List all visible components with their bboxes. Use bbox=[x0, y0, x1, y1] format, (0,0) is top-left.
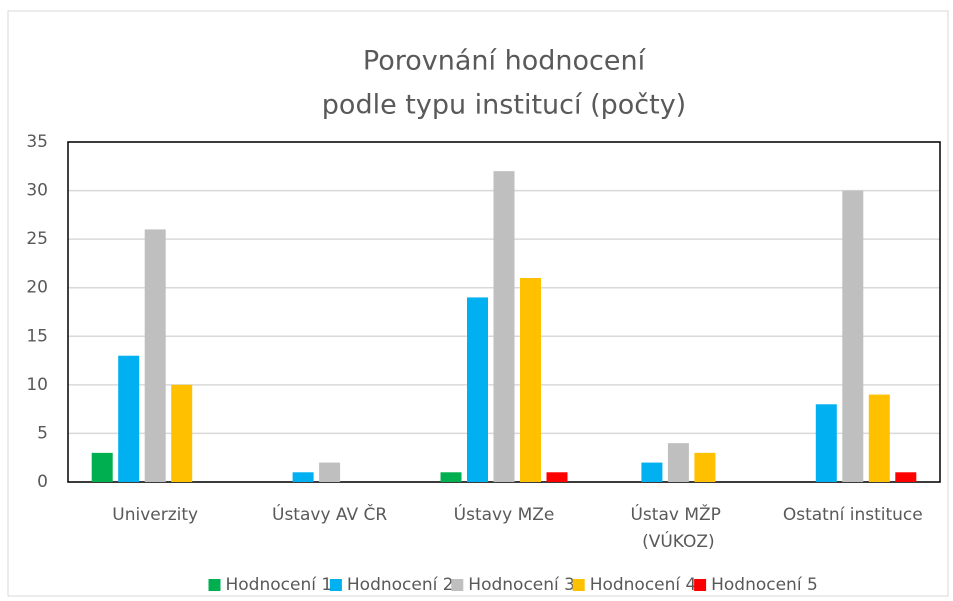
y-tick-label: 20 bbox=[26, 278, 48, 298]
legend-swatch bbox=[329, 579, 342, 591]
bar bbox=[546, 472, 568, 482]
x-tick-label: Ústavy AV ČR bbox=[272, 503, 387, 525]
x-tick-label: Ústavy MZe bbox=[454, 503, 555, 525]
bar bbox=[667, 443, 689, 482]
legend-label: Hodnocení 3 bbox=[468, 575, 575, 595]
bar bbox=[292, 472, 314, 482]
y-tick-label: 35 bbox=[26, 132, 48, 152]
bar bbox=[319, 462, 341, 482]
y-tick-label: 30 bbox=[26, 181, 48, 201]
x-tick-label-line: (VÚKOZ) bbox=[642, 530, 715, 552]
bar bbox=[694, 452, 716, 482]
y-tick-label: 25 bbox=[26, 229, 48, 249]
bar bbox=[144, 229, 166, 482]
x-tick-label: Ostatní instituce bbox=[783, 505, 923, 525]
legend-swatch bbox=[694, 579, 707, 591]
legend-label: Hodnocení 1 bbox=[226, 575, 333, 595]
bar bbox=[520, 278, 541, 482]
legend-label: Hodnocení 5 bbox=[711, 575, 818, 595]
chart-title: podle typu institucí (počty) bbox=[322, 90, 686, 121]
bar bbox=[91, 452, 113, 482]
bar bbox=[868, 394, 890, 482]
bar bbox=[440, 472, 462, 482]
legend-swatch bbox=[208, 579, 221, 591]
y-tick-label: 0 bbox=[37, 472, 48, 492]
bar bbox=[815, 404, 837, 482]
legend-swatch bbox=[572, 579, 585, 591]
bar bbox=[493, 171, 515, 482]
chart-title: Porovnání hodnocení bbox=[363, 46, 647, 77]
bar bbox=[842, 190, 864, 483]
y-tick-label: 5 bbox=[37, 423, 48, 443]
legend-swatch bbox=[451, 579, 464, 591]
bar bbox=[895, 472, 917, 482]
bar bbox=[641, 462, 663, 482]
x-tick-label: Univerzity bbox=[112, 505, 198, 525]
y-tick-label: 10 bbox=[26, 375, 48, 395]
bar bbox=[467, 297, 488, 482]
legend-label: Hodnocení 4 bbox=[590, 575, 697, 595]
bar bbox=[171, 384, 193, 482]
x-tick-label-line: Ústav MŽP bbox=[630, 503, 726, 525]
legend-label: Hodnocení 2 bbox=[347, 575, 454, 595]
y-tick-label: 15 bbox=[26, 326, 48, 346]
bar bbox=[118, 355, 140, 482]
x-tick-label: Ústav MŽP (VÚKOZ) bbox=[630, 503, 726, 552]
